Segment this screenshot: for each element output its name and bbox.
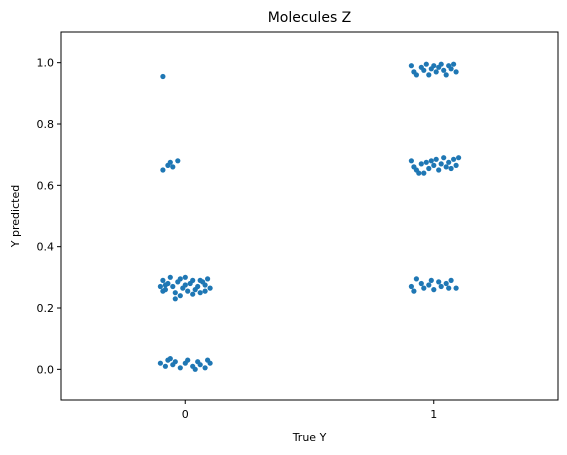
data-point	[195, 283, 201, 290]
data-point	[441, 155, 447, 161]
data-point	[197, 290, 203, 296]
y-tick-label: 1.0	[37, 57, 55, 70]
data-point	[423, 61, 429, 67]
data-point	[413, 276, 419, 282]
data-point	[192, 366, 198, 372]
data-point	[453, 285, 459, 291]
data-point	[202, 365, 208, 371]
x-tick-label: 0	[182, 408, 189, 421]
data-point	[167, 159, 173, 165]
data-point	[438, 61, 444, 67]
data-point	[426, 72, 432, 78]
data-point	[433, 69, 439, 75]
data-point	[197, 277, 203, 283]
data-point	[433, 156, 439, 162]
y-tick-label: 0.0	[37, 363, 55, 376]
data-point	[157, 360, 163, 366]
data-point	[170, 164, 176, 170]
x-tick-label: 1	[430, 408, 437, 421]
data-point	[172, 359, 178, 365]
data-point	[160, 73, 166, 80]
y-tick-label: 0.2	[37, 302, 55, 315]
data-point	[418, 280, 424, 287]
data-point	[207, 360, 213, 366]
data-point	[408, 283, 414, 290]
data-point	[172, 296, 178, 302]
data-point	[421, 170, 427, 176]
data-point	[207, 285, 213, 291]
y-tick-label: 0.6	[37, 179, 55, 192]
data-point	[160, 288, 166, 294]
data-point	[428, 158, 434, 164]
data-point	[157, 283, 163, 290]
data-point	[443, 280, 449, 287]
data-point	[456, 155, 462, 161]
data-point	[438, 283, 444, 290]
data-point	[431, 287, 437, 293]
data-point	[202, 288, 208, 294]
data-point	[428, 277, 434, 283]
data-point	[448, 66, 454, 72]
data-point	[162, 363, 168, 369]
data-point	[197, 362, 203, 368]
data-point	[453, 69, 459, 75]
data-point	[202, 282, 208, 288]
data-point	[421, 67, 427, 73]
data-point	[436, 279, 442, 285]
data-point	[443, 72, 449, 78]
data-point	[431, 63, 437, 69]
data-point	[408, 158, 414, 164]
data-point	[438, 161, 444, 167]
data-point	[177, 276, 183, 282]
data-point	[411, 288, 417, 294]
data-point	[175, 158, 181, 164]
data-points	[157, 61, 462, 372]
data-point	[170, 283, 176, 290]
data-point	[182, 274, 188, 280]
y-axis: 0.0 0.2 0.4 0.6 0.8 1.0	[37, 57, 61, 376]
data-point	[408, 63, 414, 69]
data-point	[177, 293, 183, 299]
y-axis-label: Y predicted	[9, 185, 22, 248]
data-point	[436, 167, 442, 173]
data-point	[426, 165, 432, 172]
data-point	[162, 282, 168, 288]
data-point	[182, 282, 188, 288]
data-point	[185, 288, 191, 294]
y-tick-label: 0.4	[37, 241, 55, 254]
chart-title: Molecules Z	[268, 10, 352, 26]
data-point	[443, 164, 449, 170]
data-point	[190, 291, 196, 297]
data-point	[441, 67, 447, 73]
data-point	[413, 72, 419, 78]
data-point	[423, 159, 429, 165]
plot-area	[60, 31, 559, 401]
y-tick-label: 0.8	[37, 118, 55, 131]
data-point	[177, 365, 183, 371]
x-axis-label: True Y	[292, 431, 327, 444]
data-point	[167, 356, 173, 362]
data-point	[167, 274, 173, 280]
data-point	[426, 282, 432, 288]
data-point	[416, 170, 422, 176]
data-point	[451, 156, 457, 162]
data-point	[446, 159, 452, 165]
data-point	[172, 290, 178, 296]
data-point	[160, 167, 166, 173]
data-point	[205, 276, 211, 282]
data-point	[160, 277, 166, 283]
data-point	[453, 162, 459, 168]
data-point	[431, 162, 437, 168]
data-point	[421, 285, 427, 291]
data-point	[190, 277, 196, 283]
data-point	[446, 285, 452, 291]
data-point	[451, 61, 457, 67]
data-point	[418, 161, 424, 167]
data-point	[185, 357, 191, 363]
data-point	[448, 165, 454, 172]
data-point	[448, 277, 454, 283]
